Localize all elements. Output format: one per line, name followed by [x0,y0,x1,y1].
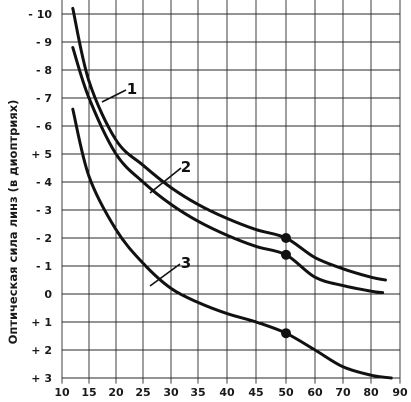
series-marker-1 [281,233,291,243]
x-tick-label: 80 [363,386,379,399]
x-tick-label: 70 [335,386,351,399]
series-leader-1 [101,89,127,103]
y-tick-labels: - 10- 9- 8- 7- 6+ 5- 4- 3- 2- 10+ 1+ 2+ … [28,8,52,385]
y-tick-label: + 5 [31,148,52,161]
series-label-3: 3 [181,254,191,272]
series-line-3 [71,107,393,380]
grid [61,0,401,384]
y-tick-label: - 2 [36,232,52,245]
x-tick-label: 35 [190,386,205,399]
series [71,6,393,380]
y-tick-label: - 3 [36,204,52,217]
y-tick-label: - 9 [36,36,52,49]
y-tick-label: - 4 [36,176,52,189]
series-line-1 [71,6,387,282]
y-tick-label: + 1 [31,316,52,329]
y-axis-label: Оптическая сила линз (в диоптриях) [6,100,20,345]
x-tick-label: 50 [278,386,294,399]
y-tick-label: + 2 [31,344,52,357]
series-label-1: 1 [127,80,137,98]
x-tick-label: 45 [248,386,263,399]
y-tick-label: - 6 [36,120,52,133]
series-leader-3 [149,263,181,287]
y-tick-label: - 7 [36,92,52,105]
y-tick-label: - 1 [36,260,52,273]
x-tick-label: 10 [54,386,70,399]
x-tick-label: 30 [163,386,179,399]
x-tick-label: 20 [108,386,124,399]
x-tick-label: 25 [135,386,150,399]
x-tick-label: 90 [392,386,408,399]
x-tick-labels: 10 15 20 25 30 35 40 45 50 60 70 80 90 [54,386,408,399]
y-tick-label: + 3 [31,372,52,385]
x-tick-label: 60 [307,386,323,399]
series-label-2: 2 [181,158,191,176]
series-leader-2 [149,167,182,194]
y-tick-label: - 10 [28,8,52,21]
series-line-2 [71,46,385,295]
y-tick-label: - 8 [36,64,52,77]
series-labels: 1 2 3 [101,80,191,287]
y-tick-label: 0 [44,288,52,301]
series-marker-2 [281,249,291,260]
x-tick-label: 15 [81,386,96,399]
x-tick-label: 40 [219,386,235,399]
series-marker-3 [281,328,291,339]
